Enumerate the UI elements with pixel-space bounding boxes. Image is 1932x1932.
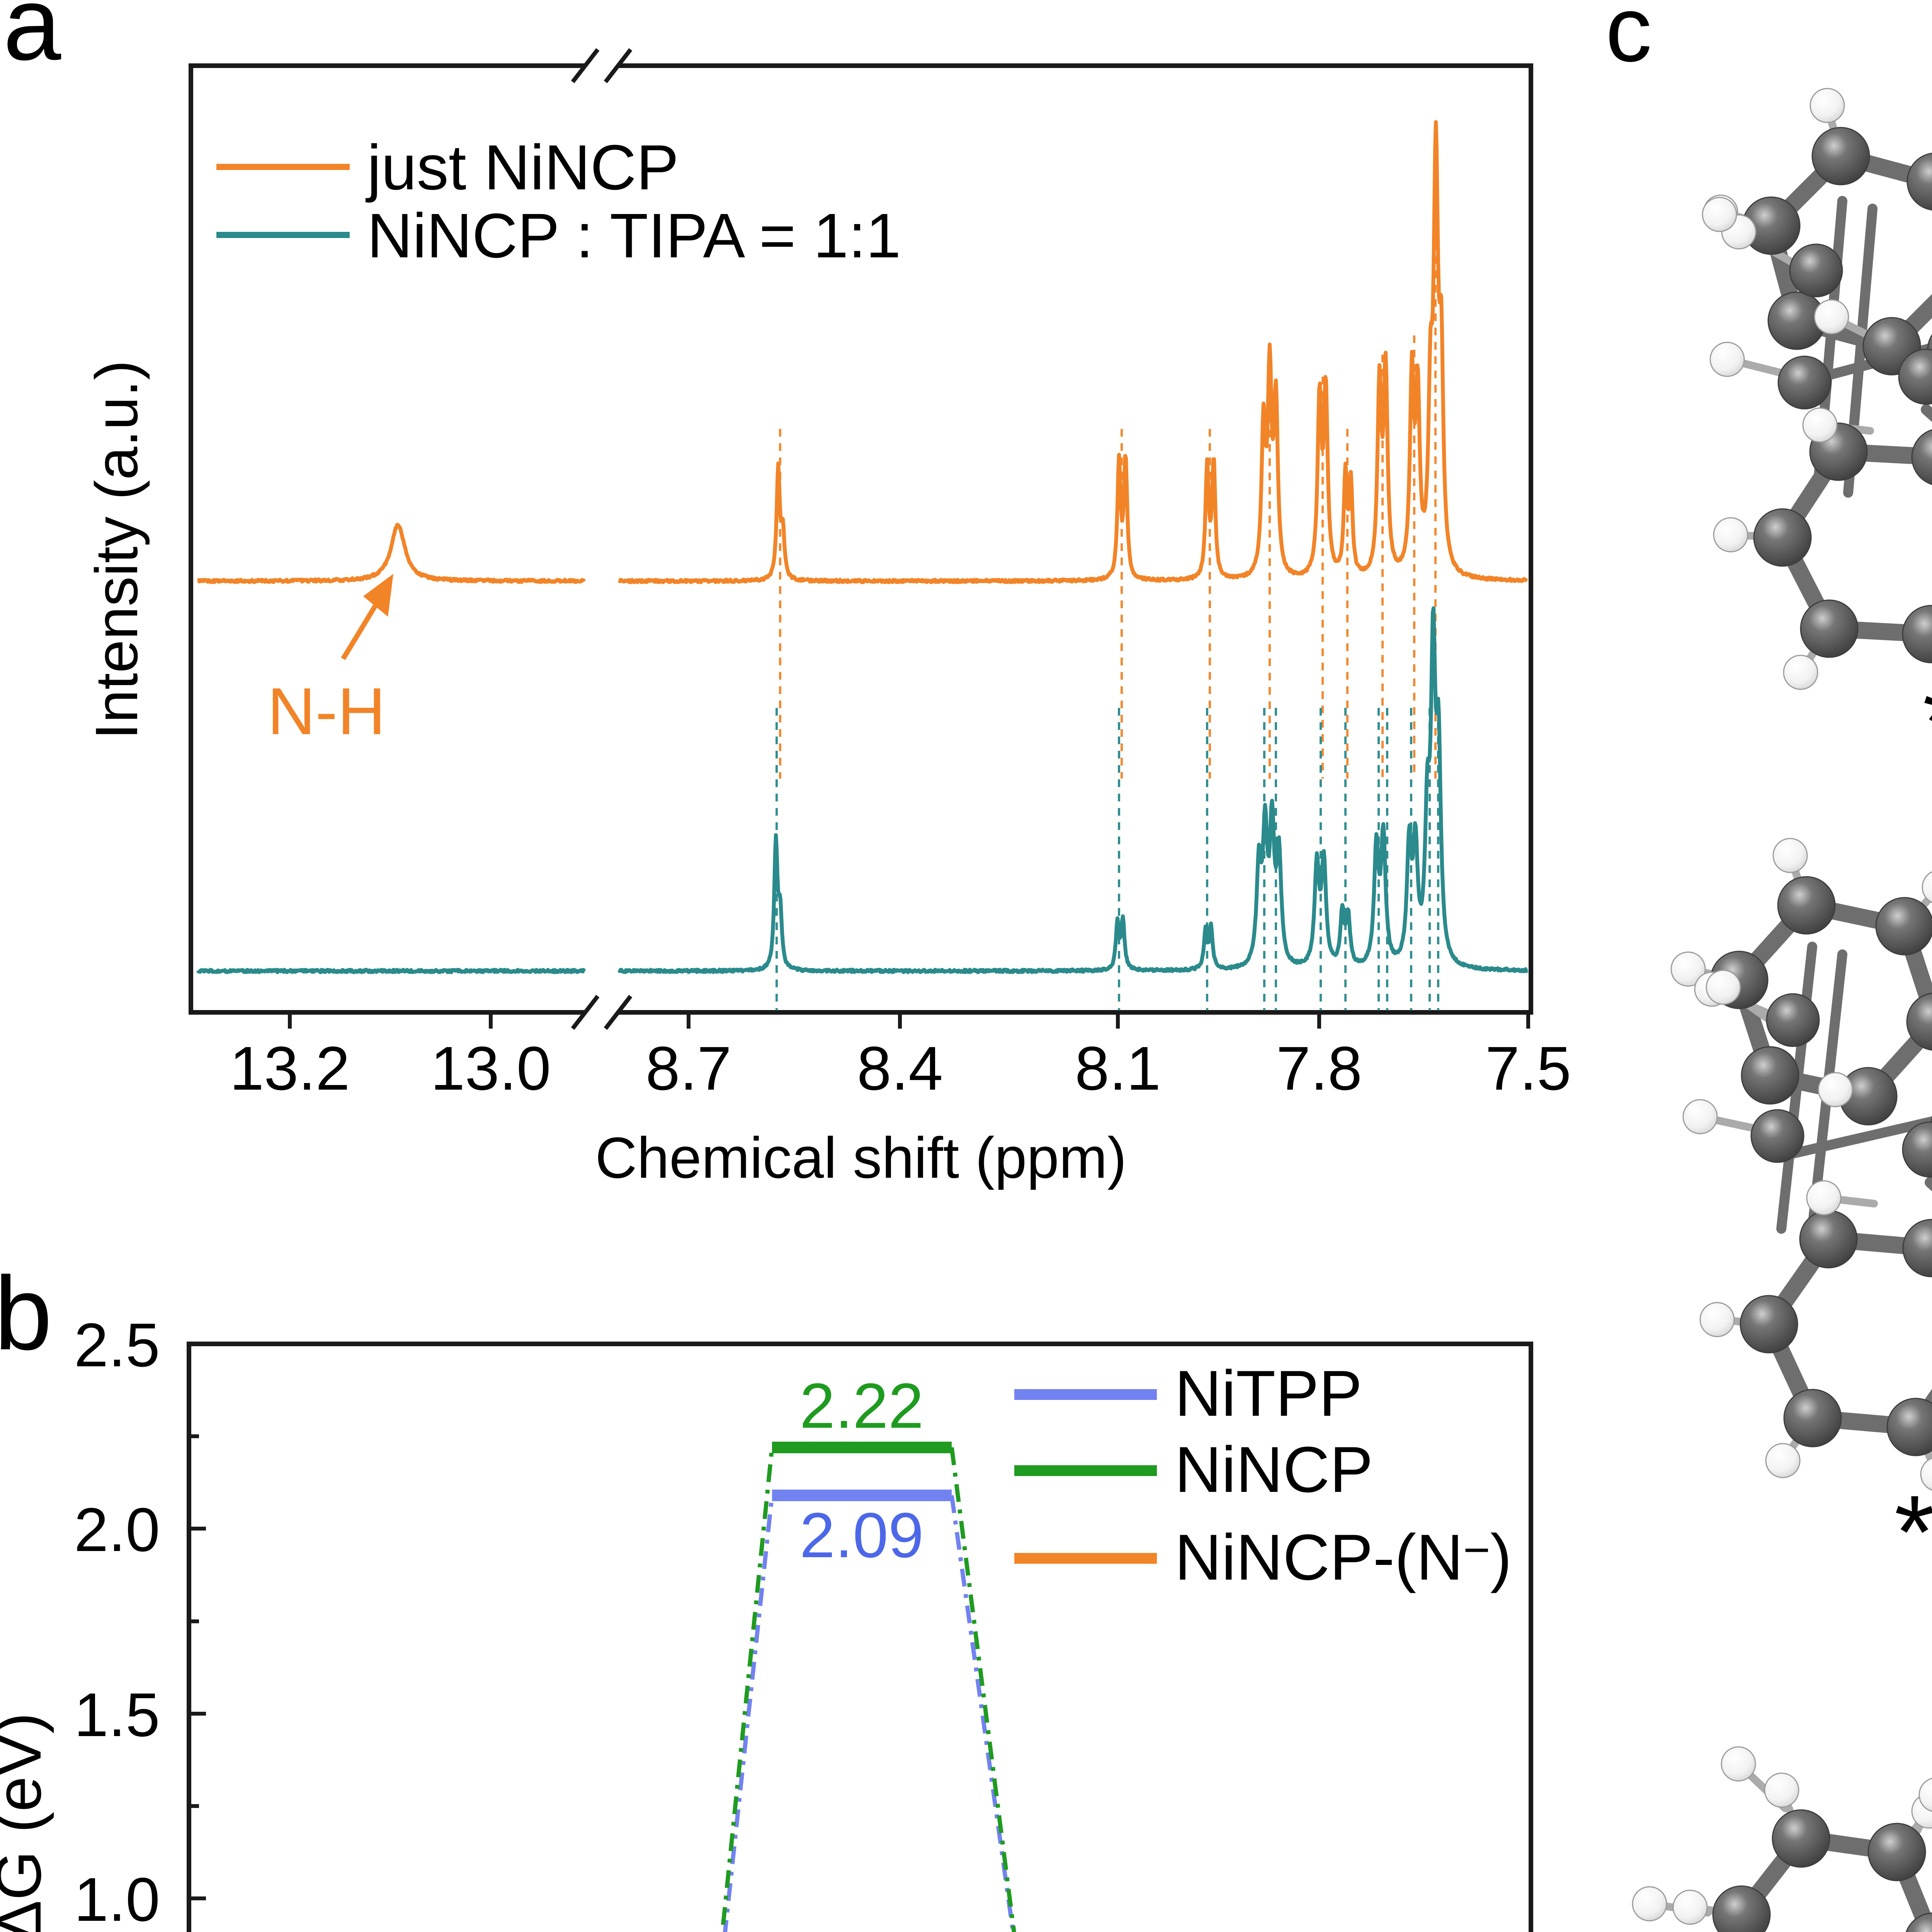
- svg-text:Chemical shift (ppm): Chemical shift (ppm): [595, 1125, 1126, 1190]
- svg-text:a: a: [3, 0, 62, 82]
- svg-text:N-H: N-H: [267, 674, 386, 748]
- svg-text:ΔG (eV): ΔG (eV): [0, 1713, 54, 1932]
- svg-text:c: c: [1605, 0, 1652, 81]
- svg-text:2.0: 2.0: [74, 1495, 160, 1564]
- svg-text:1.5: 1.5: [74, 1680, 160, 1749]
- svg-text:13.2: 13.2: [230, 1034, 350, 1103]
- svg-text:1.0: 1.0: [74, 1865, 160, 1932]
- svg-text:*COOH for NiNCP: *COOH for NiNCP: [1894, 1474, 1932, 1590]
- svg-text:Intensity (a.u.): Intensity (a.u.): [83, 360, 150, 740]
- svg-text:*COOH for NiTPP: *COOH for NiTPP: [1923, 664, 1932, 781]
- svg-text:NiNCP : TIPA = 1:1: NiNCP : TIPA = 1:1: [367, 200, 901, 271]
- svg-text:NiNCP: NiNCP: [1175, 1433, 1373, 1506]
- svg-text:b: b: [0, 1255, 52, 1372]
- svg-text:7.8: 7.8: [1276, 1034, 1362, 1103]
- svg-text:13.0: 13.0: [430, 1034, 551, 1103]
- svg-text:8.1: 8.1: [1075, 1034, 1161, 1103]
- svg-text:2.5: 2.5: [74, 1310, 160, 1379]
- svg-text:just NiNCP: just NiNCP: [365, 132, 679, 203]
- svg-text:NiTPP: NiTPP: [1175, 1357, 1362, 1430]
- svg-text:2.09: 2.09: [799, 1500, 923, 1571]
- svg-text:8.4: 8.4: [857, 1034, 943, 1103]
- svg-text:7.5: 7.5: [1485, 1034, 1571, 1103]
- svg-text:2.22: 2.22: [799, 1370, 923, 1441]
- svg-text:NiNCP-(N−): NiNCP-(N−): [1175, 1521, 1512, 1594]
- svg-text:8.7: 8.7: [646, 1034, 731, 1103]
